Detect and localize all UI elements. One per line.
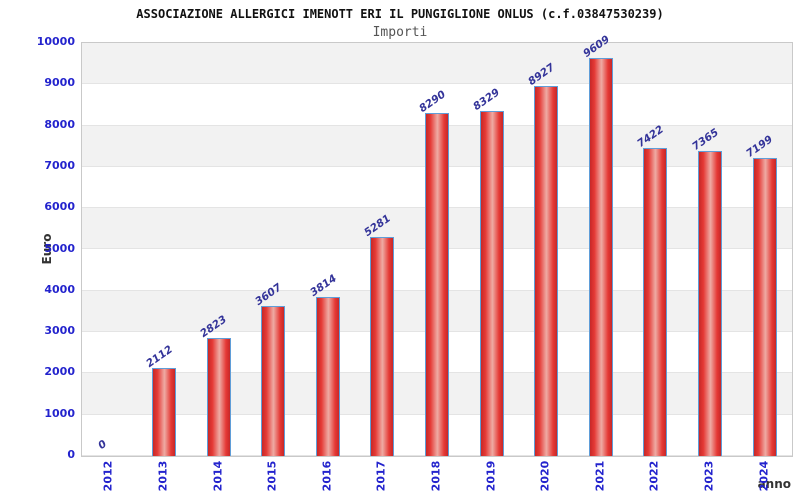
x-tick-label-2021: 2021	[593, 460, 607, 492]
bar-2016	[315, 297, 340, 456]
bar-2021	[588, 58, 613, 456]
x-tick-label-2023: 2023	[702, 460, 716, 492]
bar-2017	[370, 237, 395, 456]
y-tick-label: 5000	[44, 241, 75, 255]
x-tick-label-2020: 2020	[538, 460, 552, 492]
y-tick-label: 4000	[44, 282, 75, 296]
bar-2020	[534, 86, 559, 456]
y-tick-label: 7000	[44, 158, 75, 172]
x-axis-title: anno	[757, 477, 791, 491]
bar-2015	[261, 306, 286, 456]
bar-2019	[479, 111, 504, 456]
chart-title: ASSOCIAZIONE ALLERGICI IMENOTT ERI IL PU…	[136, 7, 664, 21]
bar-2024	[752, 158, 777, 456]
grid-band	[82, 43, 792, 85]
x-tick-label-2013: 2013	[156, 460, 170, 492]
bar-2013	[151, 368, 176, 456]
x-tick-label-2022: 2022	[647, 460, 661, 492]
x-tick-label-2014: 2014	[211, 460, 225, 492]
x-tick-label-2024: 2024	[757, 460, 771, 492]
y-tick-label: 8000	[44, 117, 75, 131]
x-tick-label-2012: 2012	[101, 460, 115, 492]
chart-subtitle: Importi	[372, 25, 428, 40]
bar-2018	[425, 113, 449, 456]
y-tick-label: 0	[67, 448, 75, 461]
y-tick-label: 1000	[44, 406, 75, 420]
y-tick-label: 2000	[44, 365, 75, 379]
plot-area: 0 2112 2823 3607 3814 5281 8290 8329 8927 9609 742…	[81, 33, 793, 457]
x-tick-label-2015: 2015	[265, 460, 279, 492]
x-tick-label-2019: 2019	[484, 460, 498, 492]
x-tick-label-2016: 2016	[320, 460, 334, 492]
y-tick-label: 10000	[36, 35, 75, 48]
y-tick-label: 6000	[44, 200, 75, 214]
bar-2022	[643, 148, 668, 456]
x-tick-label-2018: 2018	[429, 460, 443, 492]
y-tick-label: 3000	[44, 324, 75, 338]
x-tick-label-2017: 2017	[374, 460, 388, 492]
y-tick-label: 9000	[44, 76, 75, 90]
bar-2023	[698, 151, 723, 456]
bar-2014	[206, 338, 231, 456]
